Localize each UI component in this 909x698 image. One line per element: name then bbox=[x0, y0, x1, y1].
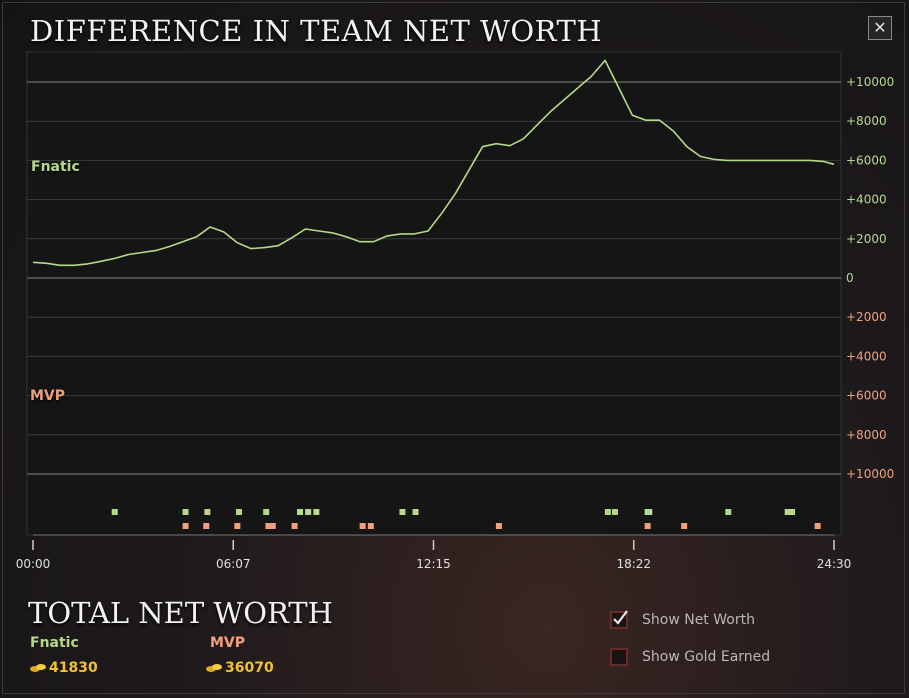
event-marker-fnatic bbox=[399, 509, 406, 515]
gold-coins-icon bbox=[206, 664, 222, 672]
total-value-fnatic: 41830 bbox=[30, 660, 98, 676]
event-marker-mvp bbox=[182, 523, 189, 529]
total-team-name-mvp: MVP bbox=[210, 635, 246, 651]
event-marker-mvp bbox=[203, 523, 210, 529]
team-label-fnatic: Fnatic bbox=[31, 159, 80, 175]
x-tick-label: 12:15 bbox=[416, 557, 451, 571]
event-marker-mvp bbox=[681, 523, 688, 529]
event-marker-fnatic bbox=[235, 509, 242, 515]
event-marker-fnatic bbox=[263, 509, 270, 515]
total-value-mvp-text: 36070 bbox=[225, 660, 274, 676]
y-tick-label: +2000 bbox=[846, 232, 887, 246]
total-team-name-fnatic: Fnatic bbox=[30, 635, 79, 651]
y-tick-label: +8000 bbox=[846, 428, 887, 442]
x-tick-label: 18:22 bbox=[616, 557, 651, 571]
y-tick-label: +10000 bbox=[846, 75, 894, 89]
plot-area bbox=[26, 51, 842, 536]
y-tick-label: +6000 bbox=[846, 389, 887, 403]
net-worth-line bbox=[32, 59, 835, 267]
event-marker-fnatic bbox=[611, 509, 618, 515]
checkmark-icon bbox=[613, 610, 628, 625]
event-marker-fnatic bbox=[182, 509, 189, 515]
event-marker-mvp bbox=[265, 523, 272, 529]
event-marker-fnatic bbox=[313, 509, 320, 515]
show-gold-earned-checkbox[interactable] bbox=[610, 648, 628, 666]
event-marker-fnatic bbox=[412, 509, 419, 515]
event-marker-mvp bbox=[367, 523, 374, 529]
show-gold-earned-label: Show Gold Earned bbox=[642, 649, 771, 665]
event-marker-fnatic bbox=[789, 509, 796, 515]
x-tick-label: 00:00 bbox=[16, 557, 51, 571]
event-marker-fnatic bbox=[297, 509, 303, 515]
y-tick-label: +8000 bbox=[846, 114, 887, 128]
y-tick-label: +4000 bbox=[846, 193, 887, 207]
y-tick-label: +10000 bbox=[846, 467, 894, 481]
gold-coins-icon bbox=[30, 664, 46, 672]
show-gold-earned-option[interactable]: Show Gold Earned bbox=[610, 648, 770, 666]
total-value-mvp: 36070 bbox=[206, 660, 274, 676]
event-marker-fnatic bbox=[646, 509, 653, 515]
event-marker-mvp bbox=[644, 523, 651, 529]
event-marker-mvp bbox=[359, 523, 366, 529]
event-marker-mvp bbox=[814, 523, 821, 529]
total-value-fnatic-text: 41830 bbox=[49, 660, 98, 676]
close-button[interactable]: ✕ bbox=[868, 16, 892, 40]
total-net-worth-title: TOTAL NET WORTH bbox=[28, 596, 333, 630]
show-net-worth-label: Show Net Worth bbox=[642, 612, 755, 628]
event-marker-mvp bbox=[495, 523, 502, 529]
chart-title: DIFFERENCE IN TEAM NET WORTH bbox=[30, 14, 603, 48]
event-marker-mvp bbox=[291, 523, 298, 529]
y-tick-label: +2000 bbox=[846, 310, 887, 324]
event-marker-fnatic bbox=[604, 509, 611, 515]
team-label-mvp: MVP bbox=[30, 388, 66, 404]
event-marker-mvp bbox=[269, 523, 276, 529]
x-tick-label: 06:07 bbox=[216, 557, 251, 571]
event-marker-fnatic bbox=[784, 509, 791, 515]
event-marker-fnatic bbox=[305, 509, 312, 515]
show-net-worth-option[interactable]: Show Net Worth bbox=[610, 610, 755, 629]
event-marker-mvp bbox=[234, 523, 241, 529]
y-tick-label: +4000 bbox=[846, 349, 887, 363]
y-tick-label: +6000 bbox=[846, 153, 887, 167]
x-tick-label: 24:30 bbox=[817, 557, 852, 571]
y-tick-label: 0 bbox=[846, 271, 854, 285]
event-marker-fnatic bbox=[111, 509, 118, 515]
show-net-worth-checkbox[interactable] bbox=[610, 610, 628, 629]
event-marker-fnatic bbox=[725, 509, 732, 515]
event-marker-fnatic bbox=[204, 509, 211, 515]
net-worth-chart: +10000 +8000 +6000 +4000 +2000 0 +2000 +4000 +60… bbox=[16, 51, 894, 571]
